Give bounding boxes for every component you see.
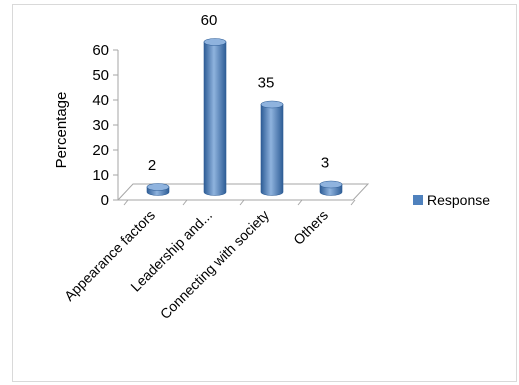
bars — [146, 38, 343, 196]
floor-plane — [116, 183, 370, 201]
bar-top — [319, 180, 343, 189]
bar — [203, 38, 227, 196]
x-tick — [182, 199, 188, 206]
x-tick-label: Others — [290, 207, 331, 248]
bar-top — [203, 38, 227, 46]
y-tick-label: 0 — [101, 192, 109, 209]
bar-body — [203, 41, 227, 196]
bar — [146, 183, 170, 196]
x-tick — [297, 199, 303, 206]
y-axis: 0 10 20 30 40 50 60 — [92, 42, 119, 209]
data-label: 35 — [258, 75, 275, 92]
legend-swatch — [413, 195, 423, 205]
data-label: 60 — [201, 12, 218, 29]
legend-label-response: Response — [427, 192, 490, 208]
bar-top — [260, 100, 284, 109]
y-tick-label: 30 — [92, 117, 109, 134]
bar — [260, 100, 284, 196]
data-label: 2 — [148, 157, 156, 174]
bar-body — [260, 104, 284, 196]
y-tick-label: 40 — [92, 92, 109, 109]
x-tick-label: Connecting with society — [157, 207, 272, 322]
y-axis-label: Percentage — [53, 92, 70, 169]
y-tick-label: 20 — [92, 142, 109, 159]
data-labels: 2 60 35 3 — [148, 12, 329, 174]
legend: Response — [413, 192, 490, 208]
y-tick-label: 10 — [92, 167, 109, 184]
y-tick-label: 60 — [92, 42, 109, 59]
x-tick — [350, 199, 356, 206]
chart-floor — [116, 183, 370, 206]
bar — [319, 180, 343, 196]
x-tick — [123, 199, 129, 206]
data-label: 3 — [321, 155, 329, 172]
x-tick — [239, 199, 245, 206]
bar-top — [146, 183, 170, 191]
y-tick-label: 50 — [92, 67, 109, 84]
